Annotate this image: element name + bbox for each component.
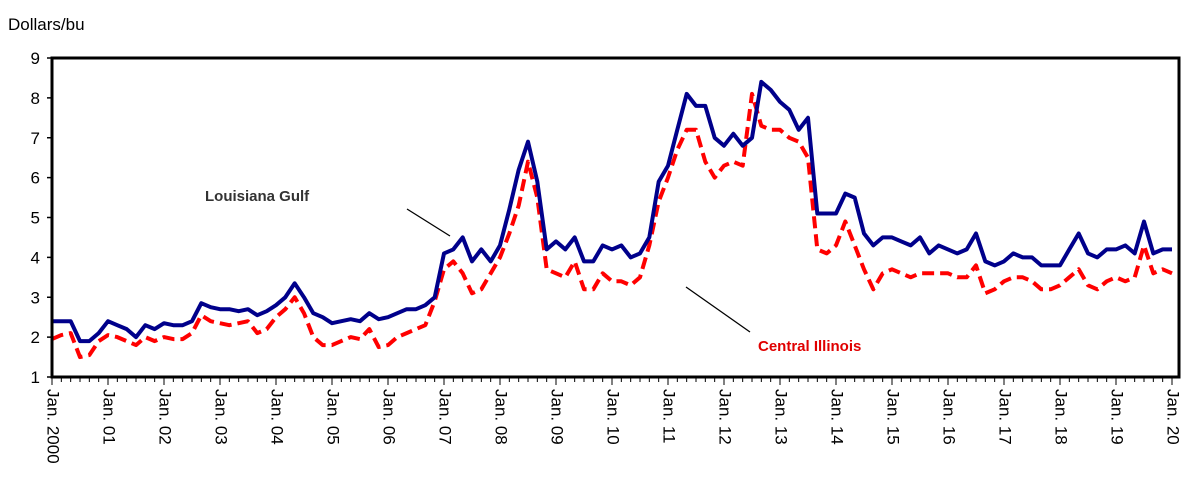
plot-frame [50,56,1181,379]
x-tick-label: Jan. 15 [884,389,903,445]
leader-line [406,208,451,237]
x-tick-label: Jan. 06 [380,389,399,445]
series-line [52,79,1172,344]
x-tick-label: Jan. 20 [1164,389,1181,445]
x-tick-label: Jan. 12 [716,389,735,445]
annotation: Central Illinois [758,338,861,355]
x-tick-label: Jan. 14 [828,389,847,445]
series-line [51,91,1173,360]
x-tick-label: Jan. 01 [100,389,119,445]
y-tick-label: 3 [31,288,40,307]
y-tick-label: 6 [31,169,40,188]
x-tick-label: Jan. 08 [492,389,511,445]
x-tick-label: Jan. 11 [660,389,679,444]
x-tick-label: Jan. 03 [212,389,231,445]
x-tick-label: Jan. 04 [268,389,287,445]
x-tick-label: Jan. 10 [604,389,623,445]
x-tick-label: Jan. 19 [1108,389,1127,445]
x-tick-label: Jan. 05 [324,389,343,445]
x-tick-label: Jan. 02 [156,389,175,445]
y-tick-label: 9 [31,49,40,68]
x-tick-label: Jan. 17 [996,389,1015,445]
x-tick-label: Jan. 07 [436,389,455,445]
x-tick-label: Jan. 2000 [44,389,63,464]
y-tick-label: 7 [31,129,40,148]
y-tick-label: 2 [31,328,40,347]
y-tick-label: 8 [31,89,40,108]
leader-line [685,286,751,333]
x-tick-label: Jan. 09 [548,389,567,445]
annotation: Louisiana Gulf [205,188,310,205]
y-axis-label: Dollars/bu [8,15,85,34]
x-tick-label: Jan. 16 [940,389,959,445]
y-tick-label: 1 [31,368,40,387]
y-tick-label: 5 [31,209,40,228]
x-tick-label: Jan. 13 [772,389,791,445]
y-tick-label: 4 [31,248,40,267]
x-tick-label: Jan. 18 [1052,389,1071,445]
